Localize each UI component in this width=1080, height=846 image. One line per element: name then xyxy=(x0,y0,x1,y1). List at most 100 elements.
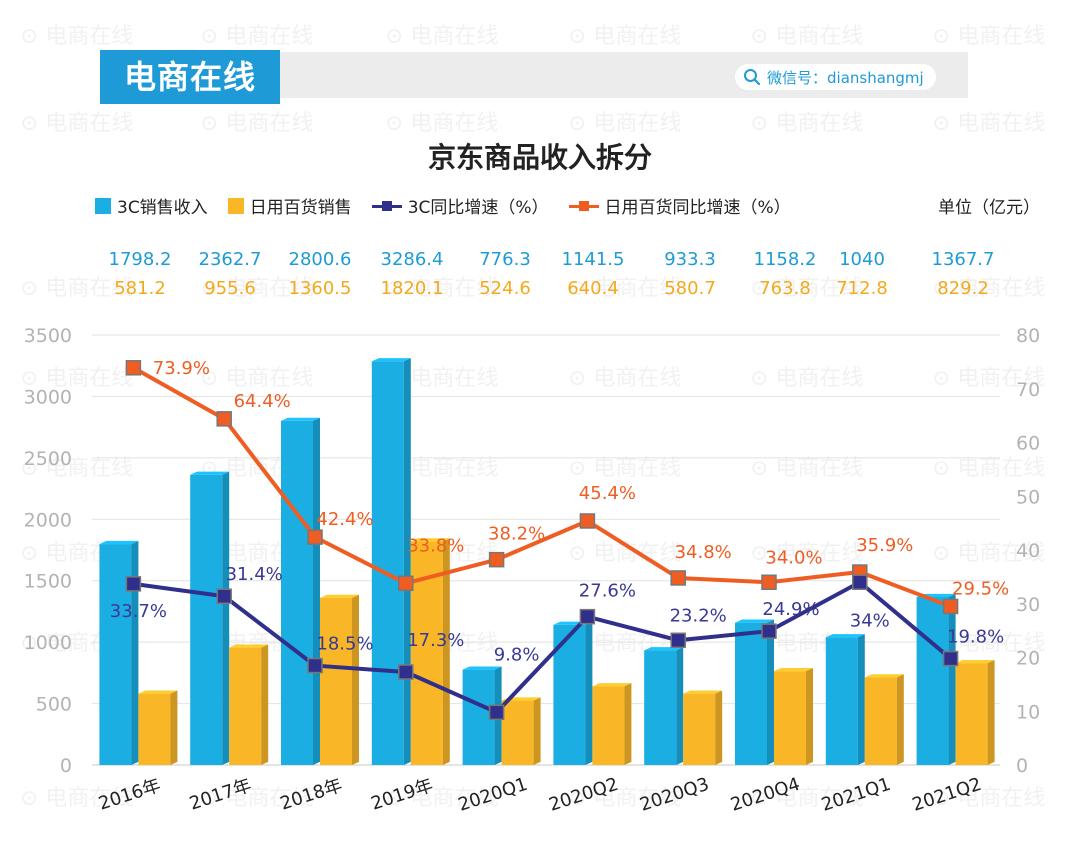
legend-swatch-3c-sales xyxy=(95,197,111,214)
bar-daily-goods-sales-top xyxy=(592,683,632,687)
bar-daily-goods-sales xyxy=(592,683,632,765)
bar-daily-goods-sales xyxy=(410,538,450,765)
x-tick-label: 2020Q4 xyxy=(728,774,802,816)
value-label-3c-sales: 2800.6 xyxy=(288,249,352,270)
legend-item-daily-goods-sales: 日用百货销售 xyxy=(227,193,352,218)
daily-goods-growth-marker xyxy=(761,574,777,590)
x-tick-label: 2021Q2 xyxy=(910,774,984,816)
bar-daily-goods-sales xyxy=(320,594,359,765)
bar-daily-goods-sales-side xyxy=(442,538,450,765)
bar-3c-sales xyxy=(190,471,230,765)
x-tick-label: 2020Q2 xyxy=(546,774,620,816)
daily-goods-growth-marker xyxy=(398,575,414,592)
bar-3c-sales-side xyxy=(948,593,956,765)
legend-item-daily-goods-growth: 日用百货同比增速（%） xyxy=(568,193,791,218)
daily-goods-growth-line xyxy=(132,366,952,609)
y-right-tick-label: 10 xyxy=(1016,701,1040,723)
value-label-daily-goods-sales: 581.2 xyxy=(114,278,166,299)
bar-3c-sales-top xyxy=(99,540,139,545)
bar-daily-goods-sales-top xyxy=(138,690,178,694)
bar-daily-goods-sales-top xyxy=(683,690,723,694)
y-left-tick-label: 1500 xyxy=(24,571,72,593)
bar-3c-sales xyxy=(99,540,139,765)
x-tick-label: 2019年 xyxy=(369,775,436,815)
bar-daily-goods-sales-front xyxy=(138,693,171,765)
bar-3c-sales-side xyxy=(676,647,684,765)
growth-label-3c: 34% xyxy=(850,610,890,631)
bar-daily-goods-sales-side xyxy=(806,668,813,765)
x-tick-label: 2020Q3 xyxy=(637,774,711,816)
3c-growth-marker xyxy=(579,608,596,625)
daily-goods-growth-marker xyxy=(216,411,232,427)
value-label-daily-goods-sales: 524.6 xyxy=(479,278,531,299)
3c-growth-marker xyxy=(852,574,868,590)
bar-3c-sales-side xyxy=(131,540,139,765)
chart-legend: 3C销售收入 日用百货销售 3C同比增速（%） 日用百货同比增速（%） xyxy=(95,193,811,218)
bar-3c-sales-top xyxy=(190,471,230,475)
search-icon xyxy=(744,69,761,86)
bar-3c-sales-side xyxy=(767,619,774,765)
bar-3c-sales-front xyxy=(371,361,404,765)
legend-swatch-daily-goods-growth xyxy=(568,198,599,214)
bar-3c-sales xyxy=(825,634,865,765)
bar-daily-goods-sales-side xyxy=(261,644,269,765)
x-tick-label: 2020Q1 xyxy=(456,774,530,816)
bar-daily-goods-sales-top xyxy=(774,668,813,672)
value-label-3c-sales: 1367.7 xyxy=(931,249,995,270)
y-right-tick-label: 50 xyxy=(1016,486,1040,508)
daily-goods-growth-marker xyxy=(670,570,686,586)
3c-growth-marker xyxy=(488,704,505,721)
3c-growth-marker xyxy=(670,632,686,649)
value-label-daily-goods-sales: 712.8 xyxy=(836,278,888,299)
growth-label-daily-goods: 29.5% xyxy=(952,578,1009,599)
daily-goods-growth-marker xyxy=(125,360,142,376)
growth-label-daily-goods: 38.2% xyxy=(488,524,545,545)
bar-3c-sales-top xyxy=(735,619,774,623)
bar-daily-goods-sales-side xyxy=(533,697,541,765)
growth-label-3c: 33.7% xyxy=(110,601,167,622)
3c-growth-marker xyxy=(942,650,959,667)
growth-label-daily-goods: 33.8% xyxy=(407,535,464,556)
bar-daily-goods-sales-front xyxy=(864,677,897,765)
bar-daily-goods-sales-front xyxy=(955,663,988,765)
growth-label-daily-goods: 73.9% xyxy=(153,358,210,379)
legend-item-3c-growth: 3C同比增速（%） xyxy=(371,193,549,218)
value-label-daily-goods-sales: 763.8 xyxy=(759,278,811,299)
bar-daily-goods-sales-front xyxy=(501,700,534,765)
bar-daily-goods-sales xyxy=(229,644,269,765)
bar-daily-goods-sales-top xyxy=(229,644,269,648)
bar-3c-sales-top xyxy=(462,666,502,670)
3c-growth-marker xyxy=(125,576,142,592)
legend-swatch-3c-growth xyxy=(371,198,402,214)
y-right-tick-label: 60 xyxy=(1016,433,1040,455)
legend-label-daily-goods-growth: 日用百货同比增速（%） xyxy=(604,198,791,218)
bar-3c-sales-front xyxy=(644,650,677,765)
value-label-3c-sales: 1798.2 xyxy=(108,249,172,270)
y-right-tick-label: 40 xyxy=(1016,540,1040,562)
bar-3c-sales-side xyxy=(857,634,865,765)
bar-daily-goods-sales xyxy=(138,690,178,765)
value-label-3c-sales: 1141.5 xyxy=(561,249,625,270)
bar-3c-sales-front xyxy=(190,474,223,765)
growth-label-daily-goods: 35.9% xyxy=(856,535,913,556)
bar-3c-sales xyxy=(644,647,684,765)
y-left-tick-label: 500 xyxy=(36,694,72,716)
y-right-tick-label: 20 xyxy=(1016,648,1040,670)
x-tick-label: 2016年 xyxy=(96,775,163,815)
value-label-3c-sales: 3286.4 xyxy=(380,249,444,270)
y-left-tick-label: 2500 xyxy=(24,448,72,470)
y-right-tick-label: 70 xyxy=(1016,379,1040,401)
bar-3c-sales xyxy=(916,593,956,765)
y-right-tick-label: 30 xyxy=(1016,594,1040,616)
growth-label-3c: 18.5% xyxy=(316,634,373,655)
bar-daily-goods-sales-front xyxy=(592,686,625,765)
bar-daily-goods-sales-top xyxy=(864,674,904,678)
y-right-tick-label: 0 xyxy=(1016,755,1028,777)
legend-item-3c-sales: 3C销售收入 xyxy=(95,193,208,218)
bar-daily-goods-sales-front xyxy=(774,671,806,765)
bar-daily-goods-sales xyxy=(955,659,995,765)
bar-daily-goods-sales-side xyxy=(170,690,178,765)
value-label-daily-goods-sales: 580.7 xyxy=(664,278,716,299)
growth-label-3c: 19.8% xyxy=(947,627,1004,648)
growth-label-daily-goods: 42.4% xyxy=(316,509,373,530)
